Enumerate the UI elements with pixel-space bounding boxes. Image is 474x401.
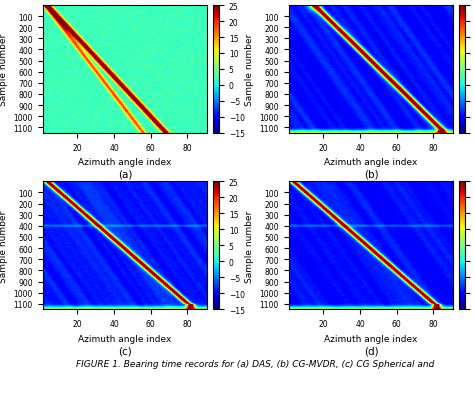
Text: (d): (d) — [364, 345, 378, 355]
Y-axis label: Sample number: Sample number — [245, 210, 254, 282]
Text: (c): (c) — [118, 345, 132, 355]
X-axis label: Azimuth angle index: Azimuth angle index — [78, 334, 172, 343]
Text: FIGURE 1. Bearing time records for (a) DAS, (b) CG-MVDR, (c) CG Spherical and: FIGURE 1. Bearing time records for (a) D… — [75, 359, 434, 368]
Text: (b): (b) — [364, 169, 378, 179]
Y-axis label: Sample number: Sample number — [0, 34, 8, 106]
X-axis label: Azimuth angle index: Azimuth angle index — [324, 158, 418, 167]
Y-axis label: Sample number: Sample number — [245, 34, 254, 106]
Text: (a): (a) — [118, 169, 132, 179]
Y-axis label: Sample number: Sample number — [0, 210, 8, 282]
X-axis label: Azimuth angle index: Azimuth angle index — [324, 334, 418, 343]
X-axis label: Azimuth angle index: Azimuth angle index — [78, 158, 172, 167]
